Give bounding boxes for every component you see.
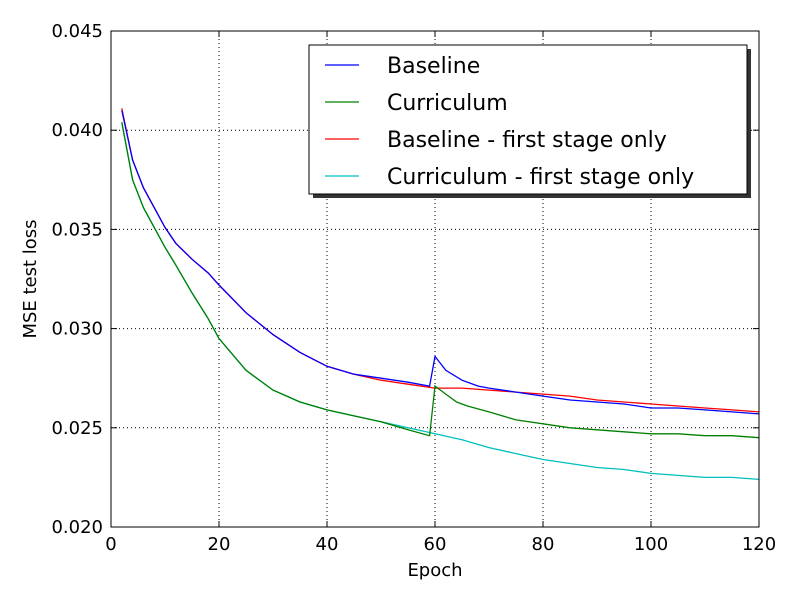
legend-label: Curriculum - first stage only [387,165,694,190]
legend-label: Baseline [387,54,480,79]
legend-box [308,44,748,195]
x-tick-label: 0 [105,534,116,555]
y-tick-label: 0.040 [51,120,103,141]
y-tick-label: 0.035 [51,219,103,240]
y-tick-label: 0.030 [51,319,103,340]
legend: Baseline Curriculum Baseline - first stage… [308,44,751,198]
x-tick-label: 80 [532,534,555,555]
axis-ticks [110,30,760,528]
y-tick-label: 0.025 [51,418,103,439]
tick-labels: 0 20 40 60 80 100 120 0.020 0.025 0.030 0.035 0.040… [51,21,776,555]
legend-label: Curriculum [387,91,508,116]
series-line-0 [121,110,760,415]
y-tick-label: 0.020 [51,517,103,538]
y-tick-label: 0.045 [51,21,103,42]
x-tick-label: 120 [742,534,776,555]
y-axis-label: MSE test loss [20,219,41,338]
x-axis-label: Epoch [407,560,462,581]
series-lines [121,108,760,481]
x-tick-label: 60 [424,534,447,555]
x-tick-label: 40 [316,534,339,555]
legend-label: Baseline - first stage only [387,128,667,153]
x-tick-label: 100 [634,534,668,555]
x-tick-label: 20 [208,534,231,555]
series-line-1 [121,122,760,439]
